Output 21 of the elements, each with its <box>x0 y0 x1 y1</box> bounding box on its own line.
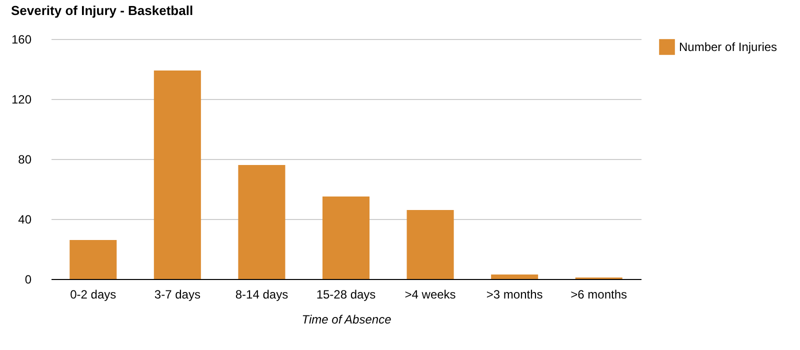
y-tick-label: 160 <box>11 32 32 46</box>
x-tick-label: 3-7 days <box>154 288 200 302</box>
x-tick-label: >6 months <box>570 288 628 302</box>
x-tick-label: >4 weeks <box>404 288 456 302</box>
bar <box>70 240 117 279</box>
y-tick-label: 120 <box>11 92 32 106</box>
y-tick-label: 40 <box>18 212 32 226</box>
chart-title: Severity of Injury - Basketball <box>11 3 194 18</box>
bar <box>322 196 370 279</box>
bar <box>154 70 201 279</box>
y-tick-label: 0 <box>24 272 32 286</box>
bar <box>491 274 538 279</box>
x-tick-label: >3 months <box>486 288 543 302</box>
x-tick-label: 8-14 days <box>235 288 288 302</box>
x-axis-title: Time of Absence <box>302 312 392 326</box>
legend-label: Number of Injuries <box>679 40 778 54</box>
y-tick-label: 80 <box>18 152 32 166</box>
bar <box>406 210 454 279</box>
bar <box>238 165 286 279</box>
x-tick-label: 15-28 days <box>316 288 376 302</box>
x-tick-label: 0-2 days <box>70 288 116 302</box>
